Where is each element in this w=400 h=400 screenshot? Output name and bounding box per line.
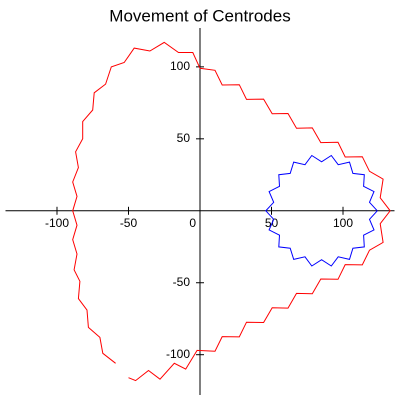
- y-tick-label: -50: [173, 275, 191, 289]
- chart-title: Movement of Centrodes: [109, 6, 290, 25]
- x-tick-label: -100: [45, 216, 69, 230]
- curve: [72, 41, 391, 382]
- curve: [265, 154, 378, 267]
- x-tick-label: 0: [189, 216, 196, 230]
- x-tick-label: 100: [333, 216, 353, 230]
- x-tick-label: -50: [120, 216, 138, 230]
- y-tick-label: 100: [170, 59, 190, 73]
- y-tick-label: 50: [177, 131, 191, 145]
- y-tick-label: -100: [166, 347, 190, 361]
